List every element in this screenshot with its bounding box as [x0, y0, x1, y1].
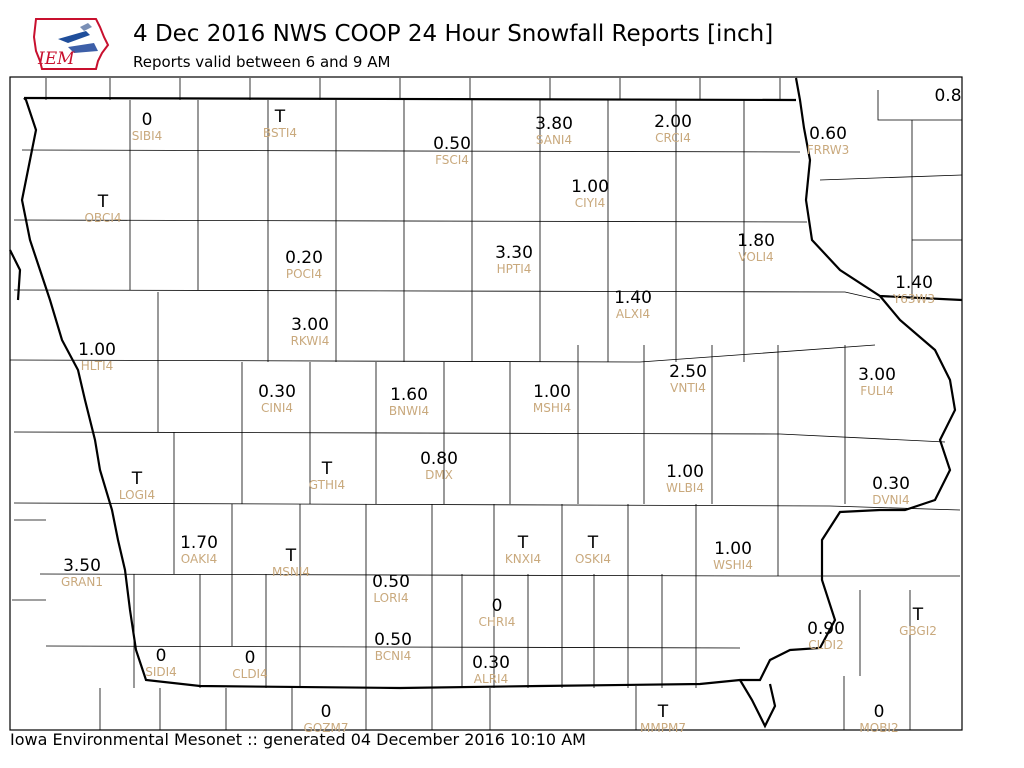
snowfall-value: 1.80: [737, 231, 775, 251]
station-id: GRAN1: [61, 575, 103, 589]
snowfall-value: 0.30: [258, 382, 296, 402]
map-subtitle: Reports valid between 6 and 9 AM: [133, 53, 391, 71]
snowfall-value: 1.40: [614, 288, 652, 308]
snowfall-value: 3.30: [495, 243, 533, 263]
snowfall-value: T: [657, 702, 669, 722]
snowfall-value: 0: [874, 702, 885, 722]
station-id: SIBI4: [132, 129, 163, 143]
station-id: Y63W3: [892, 292, 935, 306]
station-id: FULI4: [860, 384, 894, 398]
snowfall-value: T: [131, 469, 143, 489]
station-id: CRCI4: [655, 131, 691, 145]
snowfall-value: 0.20: [285, 248, 323, 268]
snowfall-value: 3.00: [291, 315, 329, 335]
snowfall-value: 0.80: [420, 449, 458, 469]
state-boundaries: [9, 77, 963, 729]
snowfall-value: 2.50: [669, 362, 707, 382]
snowfall-value: 1.00: [78, 340, 116, 360]
station-id: BNWI4: [389, 404, 429, 418]
snowfall-value: 1.70: [180, 533, 218, 553]
station-id: MSNI4: [272, 565, 310, 579]
station-id: SANI4: [536, 133, 572, 147]
station-id: WLBI4: [666, 481, 704, 495]
snowfall-value: T: [912, 605, 924, 625]
station-id: MOBI2: [859, 721, 898, 735]
station-id: MMPM7: [640, 721, 686, 735]
station-id: DVNI4: [872, 493, 909, 507]
station-id: ALXI4: [616, 307, 650, 321]
snowfall-value: 3.00: [858, 365, 896, 385]
map-title: 4 Dec 2016 NWS COOP 24 Hour Snowfall Rep…: [133, 21, 774, 47]
station-id: CINI4: [261, 401, 293, 415]
snowfall-value: 1.60: [390, 385, 428, 405]
snowfall-value: 1.40: [895, 273, 933, 293]
station-id: OAKI4: [181, 552, 218, 566]
station-id: SIDI4: [145, 665, 177, 679]
station-id: OSKI4: [575, 552, 611, 566]
station-id: LORI4: [373, 591, 408, 605]
snowfall-value: 0: [492, 596, 503, 616]
station-id: RKWI4: [291, 334, 330, 348]
snowfall-value: 0.30: [472, 653, 510, 673]
station-id: FSCI4: [435, 153, 469, 167]
footer-credit: Iowa Environmental Mesonet :: generated …: [10, 730, 586, 749]
station-id: LOGI4: [119, 488, 155, 502]
county-boundaries: [9, 78, 963, 730]
snowfall-value: 0: [142, 110, 153, 130]
station-id: DMX: [425, 468, 453, 482]
station-id: CLDI2: [808, 638, 843, 652]
snowfall-value: 0.8: [934, 86, 961, 106]
station-id: HLTI4: [81, 359, 114, 373]
snowfall-value: 0.60: [809, 124, 847, 144]
station-id: OBCI4: [84, 211, 121, 225]
station-id: WSHI4: [713, 558, 753, 572]
snowfall-value: 2.00: [654, 112, 692, 132]
station-id: ALRI4: [474, 672, 508, 686]
iem-logo: IEM: [32, 18, 110, 70]
map-frame: [9, 76, 963, 731]
snowfall-value: 0.50: [372, 572, 410, 592]
snowfall-value: 3.50: [63, 556, 101, 576]
snowfall-value: 1.00: [666, 462, 704, 482]
station-id: BSTI4: [263, 126, 297, 140]
snowfall-value: 0.90: [807, 619, 845, 639]
snowfall-value: 0.50: [433, 134, 471, 154]
snowfall-value: T: [321, 459, 333, 479]
station-id: VNTI4: [670, 381, 706, 395]
station-id: CIYI4: [575, 196, 605, 210]
station-id: KNXI4: [505, 552, 541, 566]
snowfall-value: 1.00: [571, 177, 609, 197]
snowfall-value: 1.00: [714, 539, 752, 559]
station-id: CLDI4: [232, 667, 267, 681]
station-id: GBGI2: [899, 624, 937, 638]
station-id: GOZM7: [304, 721, 349, 735]
station-id: GTHI4: [309, 478, 345, 492]
snowfall-value: T: [517, 533, 529, 553]
snowfall-value: 0.30: [872, 474, 910, 494]
station-id: HPTI4: [497, 262, 532, 276]
station-id: VOLI4: [738, 250, 773, 264]
snowfall-value: T: [274, 107, 286, 127]
snowfall-value: 0: [321, 702, 332, 722]
station-id: MSHI4: [533, 401, 571, 415]
snowfall-value: 1.00: [533, 382, 571, 402]
snowfall-value: 3.80: [535, 114, 573, 134]
station-id: FRRW3: [807, 143, 850, 157]
snowfall-value: 0: [245, 648, 256, 668]
snowfall-value: T: [587, 533, 599, 553]
snowfall-value: T: [97, 192, 109, 212]
station-id: CHRI4: [479, 615, 516, 629]
snowfall-value: 0: [156, 646, 167, 666]
iem-logo-text: IEM: [37, 49, 75, 69]
snowfall-value: 0.50: [374, 630, 412, 650]
snowfall-value: T: [285, 546, 297, 566]
station-id: POCI4: [286, 267, 322, 281]
station-id: BCNI4: [375, 649, 412, 663]
